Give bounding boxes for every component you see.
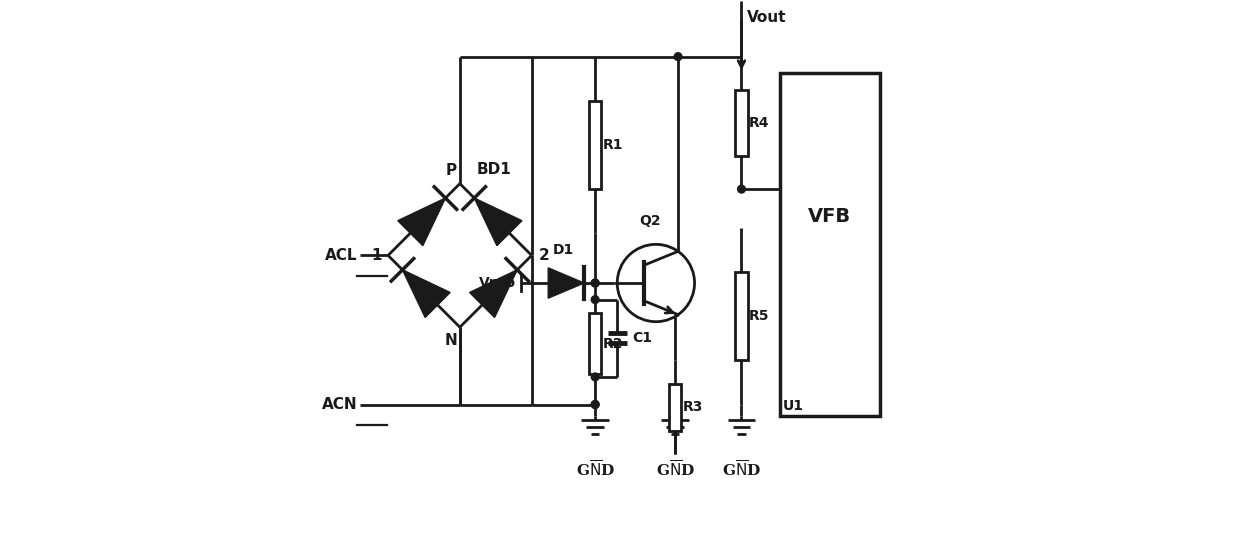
- Text: ACN: ACN: [322, 397, 357, 412]
- Bar: [670, 384, 681, 431]
- Bar: [735, 90, 748, 156]
- Text: BD1: BD1: [476, 162, 511, 176]
- Text: R5: R5: [749, 309, 770, 323]
- Text: R1: R1: [603, 138, 624, 152]
- Text: D1: D1: [553, 243, 574, 257]
- Circle shape: [738, 185, 745, 193]
- Circle shape: [591, 401, 599, 408]
- Text: G$\overline{\rm N}$D: G$\overline{\rm N}$D: [656, 460, 694, 480]
- Polygon shape: [548, 268, 584, 298]
- Polygon shape: [474, 198, 522, 246]
- Text: VFB: VFB: [808, 207, 852, 226]
- Text: G$\overline{\rm N}$D: G$\overline{\rm N}$D: [722, 460, 761, 480]
- Text: 1: 1: [371, 248, 382, 263]
- Text: ACL: ACL: [325, 248, 357, 263]
- Text: R4: R4: [749, 116, 770, 130]
- Circle shape: [591, 373, 599, 381]
- Text: Vpro: Vpro: [479, 276, 516, 290]
- Circle shape: [591, 296, 599, 304]
- Bar: [589, 101, 601, 189]
- Circle shape: [591, 279, 599, 287]
- Bar: [780, 73, 879, 416]
- Text: G$\overline{\rm N}$D: G$\overline{\rm N}$D: [575, 460, 615, 480]
- Polygon shape: [470, 270, 517, 317]
- Text: P: P: [446, 163, 458, 178]
- Text: Q2: Q2: [640, 214, 661, 228]
- Text: U1: U1: [782, 399, 804, 413]
- Text: 2: 2: [538, 248, 549, 263]
- Circle shape: [591, 279, 599, 287]
- Text: C1: C1: [632, 331, 652, 345]
- Polygon shape: [398, 198, 445, 246]
- Text: R2: R2: [603, 337, 624, 351]
- Text: Vout: Vout: [746, 11, 786, 26]
- Polygon shape: [403, 270, 450, 317]
- Bar: [589, 314, 601, 374]
- Text: R3: R3: [683, 400, 703, 414]
- Text: N: N: [444, 332, 458, 348]
- Bar: [735, 272, 748, 360]
- Circle shape: [591, 401, 599, 408]
- Circle shape: [675, 53, 682, 60]
